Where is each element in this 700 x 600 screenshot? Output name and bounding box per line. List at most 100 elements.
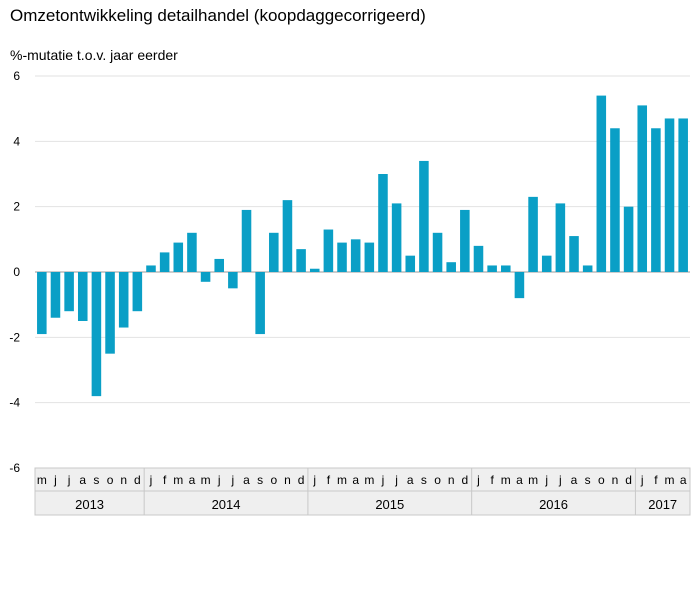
x-tick-label: o: [107, 473, 114, 487]
x-tick-label: d: [625, 473, 632, 487]
x-tick-label: a: [189, 473, 196, 487]
x-tick-label: j: [149, 473, 153, 487]
y-tick-label: 6: [13, 69, 20, 83]
bar: [569, 236, 579, 272]
x-tick-label: n: [120, 473, 127, 487]
x-tick-label: n: [612, 473, 619, 487]
year-label: 2013: [75, 497, 104, 512]
bar: [378, 174, 388, 272]
bar: [241, 209, 252, 272]
bar: [405, 255, 416, 272]
bar: [582, 265, 593, 272]
x-tick-label: a: [516, 473, 523, 487]
bar: [146, 265, 156, 272]
x-tick-label: f: [327, 473, 331, 487]
x-tick-label: m: [528, 473, 538, 487]
y-tick-label: -2: [9, 330, 20, 344]
x-tick-label: a: [243, 473, 250, 487]
x-tick-label: m: [337, 473, 347, 487]
x-tick-label: o: [598, 473, 605, 487]
y-axis-label: %-mutatie t.o.v. jaar eerder: [10, 47, 178, 63]
bar: [118, 272, 129, 328]
bar: [446, 262, 456, 272]
bar: [350, 239, 361, 272]
x-tick-label: m: [364, 473, 374, 487]
y-tick-label: -4: [9, 396, 20, 410]
x-tick-label: m: [501, 473, 511, 487]
bar: [541, 255, 552, 272]
bar: [610, 128, 620, 272]
y-tick-label: -6: [9, 461, 20, 475]
bar: [528, 196, 538, 272]
bar: [173, 242, 184, 272]
bar: [473, 245, 484, 272]
x-tick-label: m: [201, 473, 211, 487]
year-label: 2017: [648, 497, 677, 512]
x-tick-label: j: [217, 473, 221, 487]
bar: [269, 232, 279, 272]
x-tick-label: f: [654, 473, 658, 487]
bar: [187, 232, 197, 272]
x-tick-label: n: [284, 473, 291, 487]
x-tick-label: j: [544, 473, 548, 487]
x-tick-label: m: [37, 473, 47, 487]
y-tick-label: 2: [13, 200, 20, 214]
x-tick-label: j: [231, 473, 235, 487]
x-tick-label: s: [585, 473, 591, 487]
year-label: 2016: [539, 497, 568, 512]
y-tick-label: 0: [13, 265, 20, 279]
bar: [637, 105, 648, 273]
bar: [664, 118, 675, 272]
bar: [228, 272, 238, 289]
chart-title: Omzetontwikkeling detailhandel (koopdagg…: [10, 6, 426, 25]
x-tick-label: a: [407, 473, 414, 487]
bar: [596, 95, 607, 272]
x-tick-label: o: [434, 473, 441, 487]
bar: [364, 242, 375, 272]
x-tick-label: s: [93, 473, 99, 487]
x-tick-label: j: [476, 473, 480, 487]
bar: [419, 160, 429, 272]
bar: [105, 272, 115, 354]
x-tick-label: o: [270, 473, 277, 487]
bar: [678, 118, 688, 272]
x-tick-label: a: [680, 473, 687, 487]
year-label: 2014: [212, 497, 241, 512]
bar: [309, 268, 320, 272]
bar: [651, 128, 661, 272]
bar: [337, 242, 347, 272]
y-tick-label: 4: [13, 134, 20, 148]
x-tick-label: j: [558, 473, 562, 487]
x-tick-label: a: [571, 473, 578, 487]
bar: [77, 272, 88, 321]
x-tick-label: a: [352, 473, 359, 487]
x-tick-label: f: [490, 473, 494, 487]
x-tick-label: n: [448, 473, 455, 487]
bar: [64, 272, 74, 312]
x-tick-label: a: [79, 473, 86, 487]
x-tick-label: s: [421, 473, 427, 487]
bar: [282, 200, 293, 272]
bar: [460, 209, 470, 272]
bar: [91, 272, 102, 397]
bar: [159, 252, 170, 272]
bar: [37, 272, 47, 335]
year-label: 2015: [375, 497, 404, 512]
bar: [514, 272, 525, 299]
bar: [214, 258, 224, 272]
x-tick-label: j: [67, 473, 71, 487]
bar: [255, 272, 265, 335]
x-tick-label: j: [312, 473, 316, 487]
x-tick-label: j: [53, 473, 57, 487]
bar: [391, 203, 402, 272]
bar: [323, 229, 334, 272]
bar: [200, 272, 211, 282]
bar: [487, 265, 497, 272]
bar: [623, 206, 634, 272]
bar: [296, 249, 306, 272]
x-tick-label: d: [298, 473, 305, 487]
x-tick-label: j: [381, 473, 385, 487]
bar: [132, 272, 143, 312]
x-tick-label: s: [257, 473, 263, 487]
